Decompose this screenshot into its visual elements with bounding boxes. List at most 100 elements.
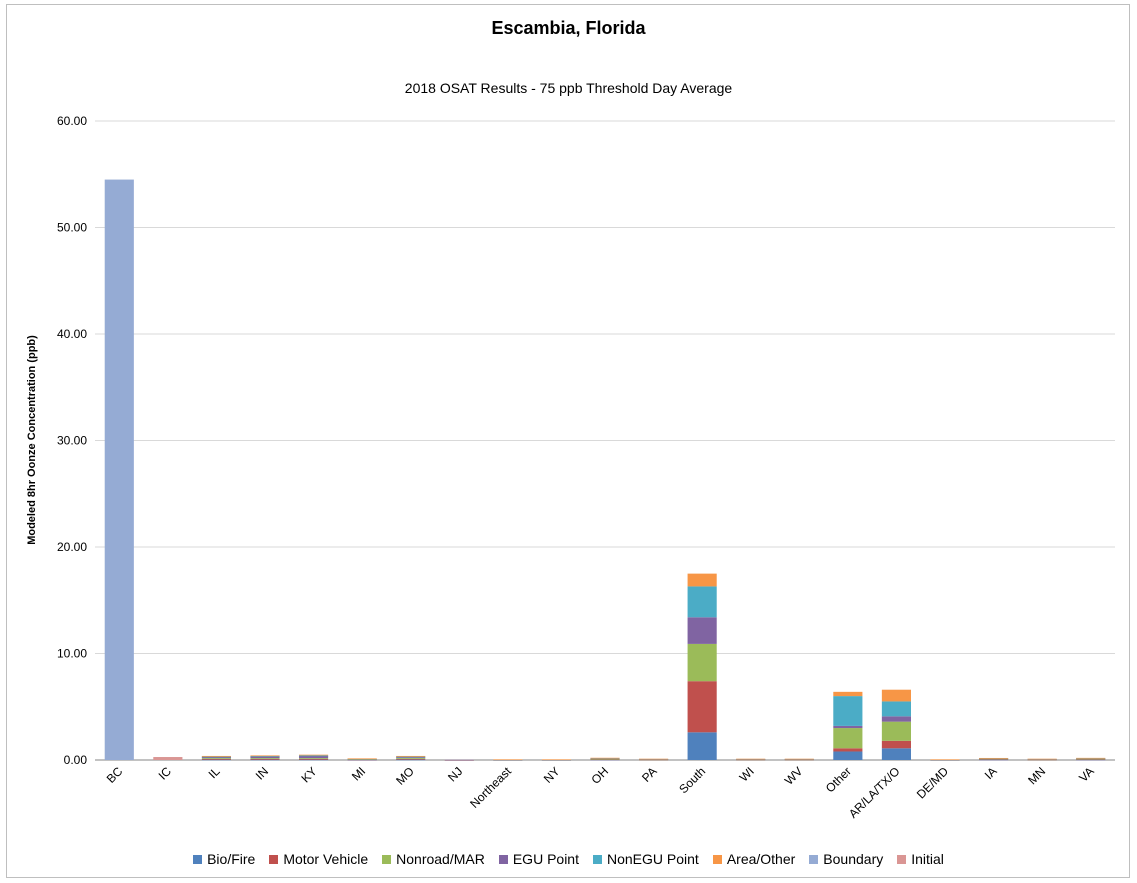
legend-item: Motor Vehicle — [269, 851, 368, 867]
bar-segment — [979, 757, 1009, 759]
legend-item: EGU Point — [498, 851, 579, 867]
legend-item: Nonroad/MAR — [382, 851, 485, 867]
bar-segment — [201, 758, 231, 759]
x-tick-label: AR/LA/TX/O — [846, 764, 903, 821]
x-tick-label: MO — [393, 764, 417, 788]
x-tick-label: IN — [253, 764, 271, 782]
bar-segment — [201, 758, 231, 760]
bar-segment — [784, 758, 814, 760]
x-tick-label: South — [676, 764, 708, 796]
legend-swatch — [712, 854, 722, 864]
bar-segment — [250, 759, 280, 761]
chart-subtitle: 2018 OSAT Results - 75 ppb Threshold Day… — [404, 80, 733, 96]
legend-item: NonEGU Point — [592, 851, 699, 867]
bar-segment — [396, 756, 426, 758]
x-tick-label: WV — [782, 764, 806, 788]
bar-segment — [201, 759, 231, 761]
plot-area: 0.00 10.00 20.00 30.00 40.00 50.00 60.00 BC IC IL… — [57, 114, 1115, 821]
bar-segment — [590, 758, 620, 760]
bar-segment — [881, 689, 911, 702]
bar-segment — [833, 696, 863, 726]
legend-label: Motor Vehicle — [283, 851, 369, 867]
bar-segment — [299, 754, 329, 756]
bar-segment — [250, 755, 280, 757]
bar-segment — [881, 740, 911, 749]
legend-label: Area/Other — [726, 851, 796, 867]
x-tick-label: WI — [737, 764, 757, 784]
bar-segment — [396, 757, 426, 758]
bar-segment — [833, 691, 863, 697]
bar-segment — [979, 759, 1009, 761]
bar-segment — [687, 573, 717, 587]
bar-segment — [250, 758, 280, 760]
bar-segment — [881, 716, 911, 722]
x-tick-label: VA — [1076, 764, 1097, 785]
legend-item: Area/Other — [712, 851, 796, 867]
x-tick-label: MN — [1025, 764, 1048, 787]
y-tick-label: 30.00 — [57, 434, 87, 448]
legend-swatch — [498, 854, 508, 864]
bar-segment — [833, 725, 863, 729]
legend-swatch — [897, 854, 907, 864]
legend-label: EGU Point — [512, 851, 579, 867]
x-tick-label: PA — [639, 764, 660, 785]
bar-segment — [833, 748, 863, 752]
bar-segment — [1076, 759, 1106, 761]
x-tick-label: BC — [104, 764, 126, 786]
bar-segment — [833, 751, 863, 760]
y-tick-label: 20.00 — [57, 540, 87, 554]
bar-segment — [687, 586, 717, 618]
legend-item: Bio/Fire — [193, 851, 255, 867]
legend-label: Boundary — [823, 851, 884, 867]
bar-segment — [590, 757, 620, 759]
legend-item: Boundary — [809, 851, 883, 867]
y-tick-label: 60.00 — [57, 114, 87, 128]
legend-label: Bio/Fire — [207, 851, 256, 867]
bar-segment — [201, 756, 231, 758]
bar-segment — [1076, 757, 1106, 759]
x-tick-label: OH — [588, 764, 611, 787]
bar-segment — [541, 759, 571, 761]
bar-segment — [396, 759, 426, 761]
chart-title: Escambia, Florida — [491, 18, 646, 38]
bar-segment — [687, 617, 717, 644]
bar-segment — [347, 758, 377, 760]
x-tick-label: Northeast — [467, 764, 514, 811]
bar-segment — [153, 757, 183, 760]
bar-segment — [104, 179, 134, 760]
bar-segment — [299, 755, 329, 757]
bar-segment — [590, 759, 620, 761]
bar-segment — [396, 758, 426, 760]
x-tick-label: IA — [982, 764, 1000, 782]
legend: Bio/Fire Motor Vehicle Nonroad/MAR EGU Poin… — [0, 851, 1137, 867]
bar-segment — [687, 643, 717, 682]
bar-segment — [396, 755, 426, 757]
x-tick-label: NJ — [445, 764, 465, 784]
x-tick-label: NY — [541, 764, 563, 786]
legend-item: Initial — [897, 851, 944, 867]
bar-segment — [201, 755, 231, 757]
legend-label: Initial — [911, 851, 944, 867]
bar-segment — [881, 721, 911, 741]
y-tick-label: 50.00 — [57, 221, 87, 235]
x-tick-label: IC — [156, 764, 175, 783]
legend-swatch — [269, 854, 279, 864]
bar-segment — [1076, 758, 1106, 760]
x-tick-label: MI — [349, 764, 368, 783]
bar-segment — [687, 732, 717, 760]
legend-swatch — [382, 854, 392, 864]
legend-swatch — [193, 854, 203, 864]
legend-label: Nonroad/MAR — [396, 851, 485, 867]
bar-segment — [930, 759, 960, 761]
x-tick-label: DE/MD — [914, 764, 951, 801]
x-tick-label: KY — [298, 764, 319, 785]
bar-segment — [250, 755, 280, 757]
legend-swatch — [809, 854, 819, 864]
bar-segment — [881, 748, 911, 760]
x-tick-label: Other — [823, 764, 854, 795]
bar-segment — [299, 758, 329, 759]
bar-segment — [201, 757, 231, 759]
bar-segment — [1027, 758, 1057, 760]
bar-segment — [250, 756, 280, 759]
bar-segment — [396, 757, 426, 759]
